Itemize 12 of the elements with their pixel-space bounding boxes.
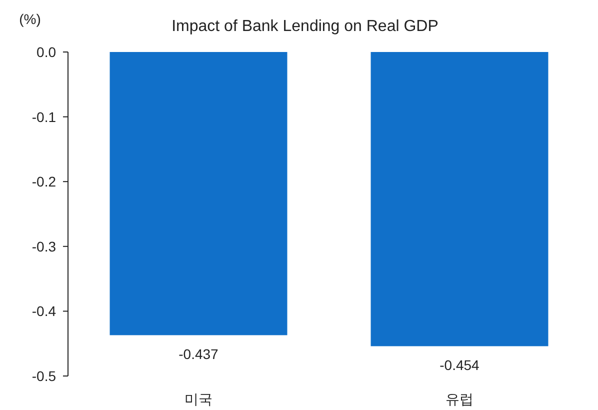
y-tick-label: -0.2 [32, 174, 56, 190]
y-axis-title: (%) [19, 11, 41, 27]
y-tick-label: -0.1 [32, 108, 56, 125]
y-tick-label: -0.5 [32, 368, 56, 384]
y-tick-label: -0.4 [32, 303, 56, 320]
y-tick-label: -0.3 [32, 238, 56, 254]
x-tick-label: 미국 [184, 391, 212, 407]
chart-title: Impact of Bank Lending on Real GDP [172, 18, 438, 35]
y-tick-label: 0.0 [36, 44, 56, 60]
data-label: -0.437 [178, 346, 219, 362]
data-label: -0.454 [440, 357, 480, 374]
x-tick-label: 유럽 [446, 391, 474, 407]
